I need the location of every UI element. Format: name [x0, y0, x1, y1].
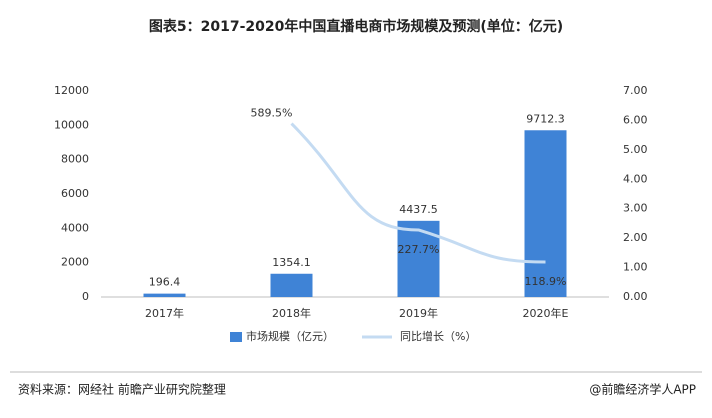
x-tick-label: 2017年 — [145, 306, 184, 320]
source: 资料来源：网经社 前瞻产业研究院整理 — [18, 382, 226, 397]
y2-tick-label: 0.00 — [623, 290, 648, 303]
credit: @前瞻经济学人APP — [589, 382, 696, 397]
x-tick-label: 2019年 — [399, 306, 438, 320]
y2-tick-label: 3.00 — [623, 202, 648, 215]
y-tick-label: 6000 — [61, 187, 89, 200]
y-tick-label: 2000 — [61, 256, 89, 269]
y2-tick-label: 6.00 — [623, 113, 648, 126]
bar — [270, 273, 313, 297]
bar-value-label: 196.4 — [149, 276, 181, 289]
y-tick-label: 4000 — [61, 221, 89, 234]
bar-value-label: 4437.5 — [399, 203, 438, 216]
legend-label: 同比增长（%） — [400, 329, 476, 343]
y-tick-label: 12000 — [54, 84, 89, 97]
x-tick-label: 2020年E — [523, 306, 569, 320]
bar-value-label: 9712.3 — [526, 112, 565, 125]
y-tick-label: 8000 — [61, 153, 89, 166]
bar — [524, 130, 567, 297]
y-tick-label: 10000 — [54, 118, 89, 131]
line-value-label: 589.5% — [251, 107, 293, 120]
x-tick-label: 2018年 — [272, 306, 311, 320]
y2-tick-label: 2.00 — [623, 231, 648, 244]
y2-tick-label: 7.00 — [623, 84, 648, 97]
y-tick-label: 0 — [82, 290, 89, 303]
bar-value-label: 1354.1 — [272, 256, 311, 269]
y2-tick-label: 4.00 — [623, 172, 648, 185]
legend-swatch — [230, 332, 242, 342]
line-value-label: 118.9% — [525, 275, 567, 288]
chart-title: 图表5：2017-2020年中国直播电商市场规模及预测(单位：亿元) — [149, 18, 563, 35]
bar — [143, 293, 186, 297]
legend-label: 市场规模（亿元） — [246, 329, 334, 343]
bar — [397, 220, 440, 297]
line — [290, 122, 546, 264]
line-value-label: 227.7% — [398, 243, 440, 256]
y2-tick-label: 5.00 — [623, 143, 648, 156]
y2-tick-label: 1.00 — [623, 261, 648, 274]
